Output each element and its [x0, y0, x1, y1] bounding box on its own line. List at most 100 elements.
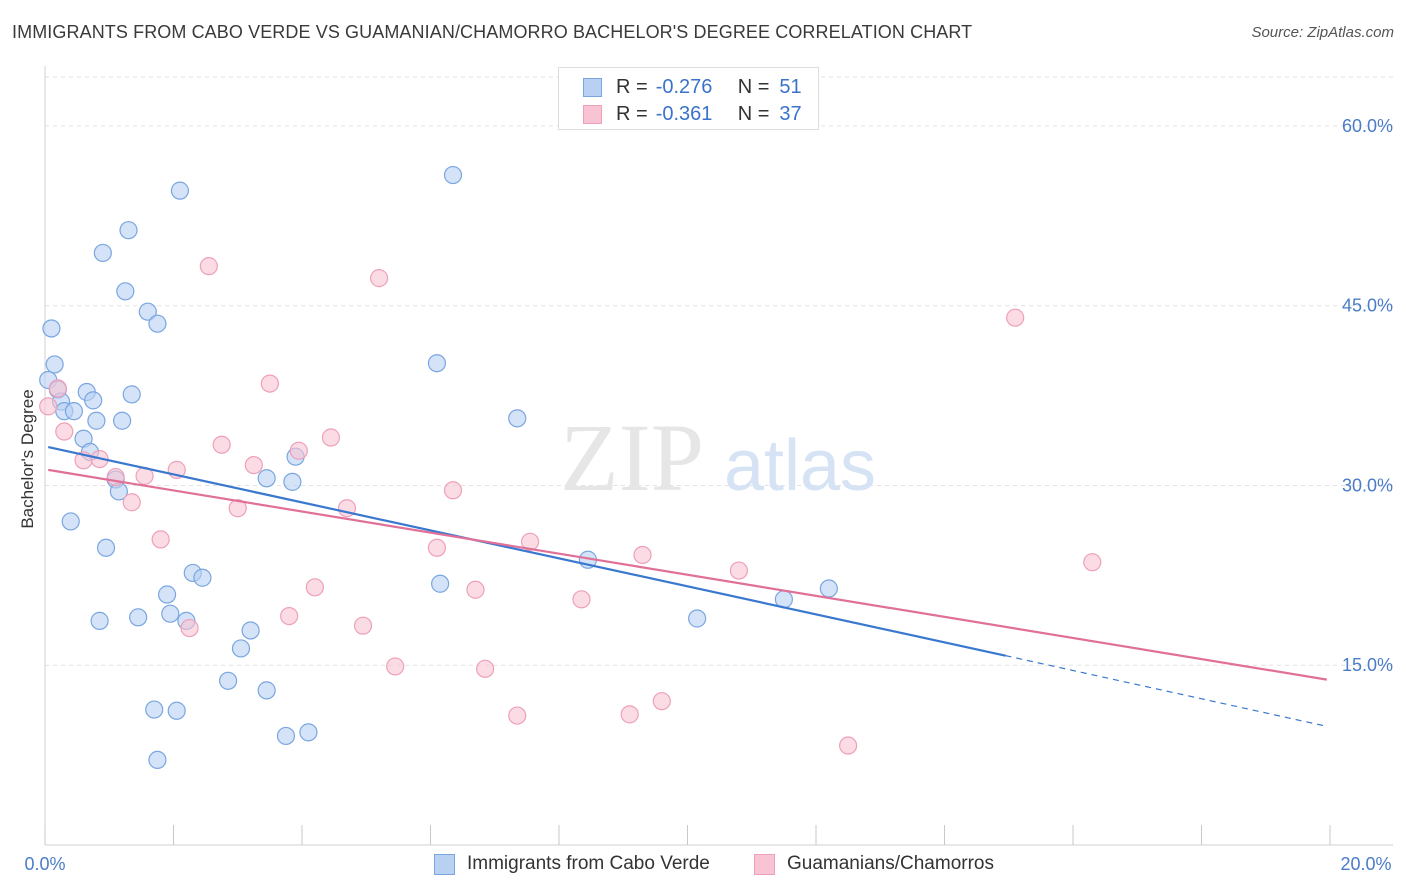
cabo-verde-point [157, 585, 177, 604]
guamanian-point [652, 692, 671, 711]
y-tick-label: 15.0% [1342, 655, 1393, 675]
cabo-verde-point [45, 355, 64, 374]
guamanian-point [228, 499, 247, 518]
y-tick-label: 45.0% [1342, 296, 1393, 316]
cabo-verde-point [257, 681, 276, 700]
cabo-verde-point [148, 750, 167, 770]
guamanian-point [476, 659, 495, 678]
watermark-zip: ZIP [560, 404, 704, 511]
guamanian-point [620, 705, 639, 724]
x-tick-label: 20.0% [1340, 854, 1391, 874]
guamanian-point [244, 455, 263, 475]
y-tick-label: 60.0% [1342, 116, 1393, 136]
guamanian-point [151, 530, 170, 549]
cabo-verde-point [167, 701, 186, 720]
y-axis-label: Bachelor's Degree [18, 389, 37, 528]
cabo-verde-point [283, 472, 302, 491]
cabo-verde-point [93, 243, 112, 263]
legend-n-value: 51 [779, 75, 802, 98]
legend-row-cabo-verde: R = -0.276 N = 51 [583, 75, 802, 99]
correlation-legend: R = -0.276 N = 51 R = -0.361 N = 37 [558, 67, 819, 130]
guamanian-point [572, 590, 591, 609]
guamanian-point [48, 379, 67, 398]
cabo-verde-point [819, 579, 838, 598]
cabo-verde-point [96, 538, 116, 557]
guamanian-point [122, 493, 141, 512]
axes: 15.0% 30.0% 45.0% 60.0% 0.0% 20.0% [24, 66, 1393, 874]
cabo-verde-point [84, 391, 103, 410]
guamanian-point [427, 538, 447, 557]
legend-r-label: R = [616, 75, 648, 98]
guamanian-point [212, 435, 231, 454]
guamanian-trend-line [48, 468, 1327, 681]
cabo-verde-point [61, 512, 80, 531]
guamanian-point [321, 428, 341, 447]
legend-swatch-guamanian [583, 104, 602, 124]
cabo-verde-point [148, 314, 167, 333]
guamanian-point [353, 616, 373, 635]
series-swatch-guamanian [754, 853, 775, 875]
trend-lines [47, 446, 1327, 727]
cabo-verde-point [42, 319, 61, 338]
guamanian-point [508, 706, 527, 725]
cabo-verde-point [138, 302, 157, 321]
watermark: ZIP atlas [560, 404, 876, 511]
cabo-verde-point [87, 411, 106, 430]
legend-row-guamanian: R = -0.361 N = 37 [583, 102, 802, 126]
legend-n-label: N = [737, 102, 770, 125]
cabo-verde-point [119, 221, 138, 240]
cabo-verde-point [90, 611, 109, 630]
cabo-verde-point [145, 700, 164, 719]
cabo-verde-point [122, 385, 141, 404]
chart-title: IMMIGRANTS FROM CABO VERDE VS GUAMANIAN/… [12, 22, 973, 42]
cabo-verde-trend-extension [1005, 655, 1327, 727]
cabo-verde-trend-line [47, 446, 1006, 657]
cabo-verde-point [508, 409, 527, 428]
guamanian-point [55, 422, 74, 441]
guamanian-point [289, 441, 308, 460]
cabo-verde-point [276, 726, 296, 746]
x-tick-label: 0.0% [24, 854, 65, 874]
legend-r-label: R = [616, 102, 648, 125]
series-label-cabo-verde: Immigrants from Cabo Verde [467, 853, 710, 874]
series-legend-cabo-verde: Immigrants from Cabo Verde [434, 851, 710, 877]
source-credit: Source: ZipAtlas.com [1251, 24, 1394, 41]
cabo-verde-point [116, 282, 135, 301]
guamanian-point [839, 736, 858, 755]
guamanian-point [39, 397, 58, 416]
guamanian-point [633, 545, 652, 565]
cabo-verde-point [231, 639, 251, 658]
guamanian-point [370, 269, 389, 288]
cabo-verde-point [129, 608, 148, 627]
cabo-verde-point [688, 609, 707, 628]
legend-n-value: 37 [779, 102, 802, 125]
grid-lines [45, 76, 1393, 666]
cabo-verde-point [170, 181, 190, 200]
cabo-verde-point [257, 469, 276, 488]
legend-n-label: N = [737, 75, 770, 98]
guamanian-point [443, 481, 463, 500]
cabo-verde-point [431, 574, 450, 593]
guamanian-point [260, 374, 279, 393]
guamanian-point [386, 657, 405, 676]
guamanian-point [520, 532, 540, 551]
data-points [39, 165, 1102, 770]
cabo-verde-point [443, 165, 463, 185]
cabo-verde-point [193, 568, 212, 587]
guamanian-point [280, 606, 299, 626]
series-legend-guamanian: Guamanians/Chamorros [754, 851, 994, 877]
guamanian-point [199, 257, 218, 276]
legend-r-value: -0.276 [655, 75, 713, 98]
y-tick-label: 30.0% [1342, 475, 1393, 495]
guamanian-point [180, 618, 199, 638]
series-swatch-cabo-verde [434, 853, 455, 875]
guamanian-point [1006, 308, 1025, 327]
legend-swatch-cabo-verde [583, 77, 602, 97]
cabo-verde-point [219, 671, 238, 690]
cabo-verde-point [161, 604, 180, 623]
cabo-verde-point [64, 402, 84, 421]
series-label-guamanian: Guamanians/Chamorros [787, 853, 994, 874]
cabo-verde-point [112, 411, 132, 430]
cabo-verde-point [241, 621, 260, 640]
